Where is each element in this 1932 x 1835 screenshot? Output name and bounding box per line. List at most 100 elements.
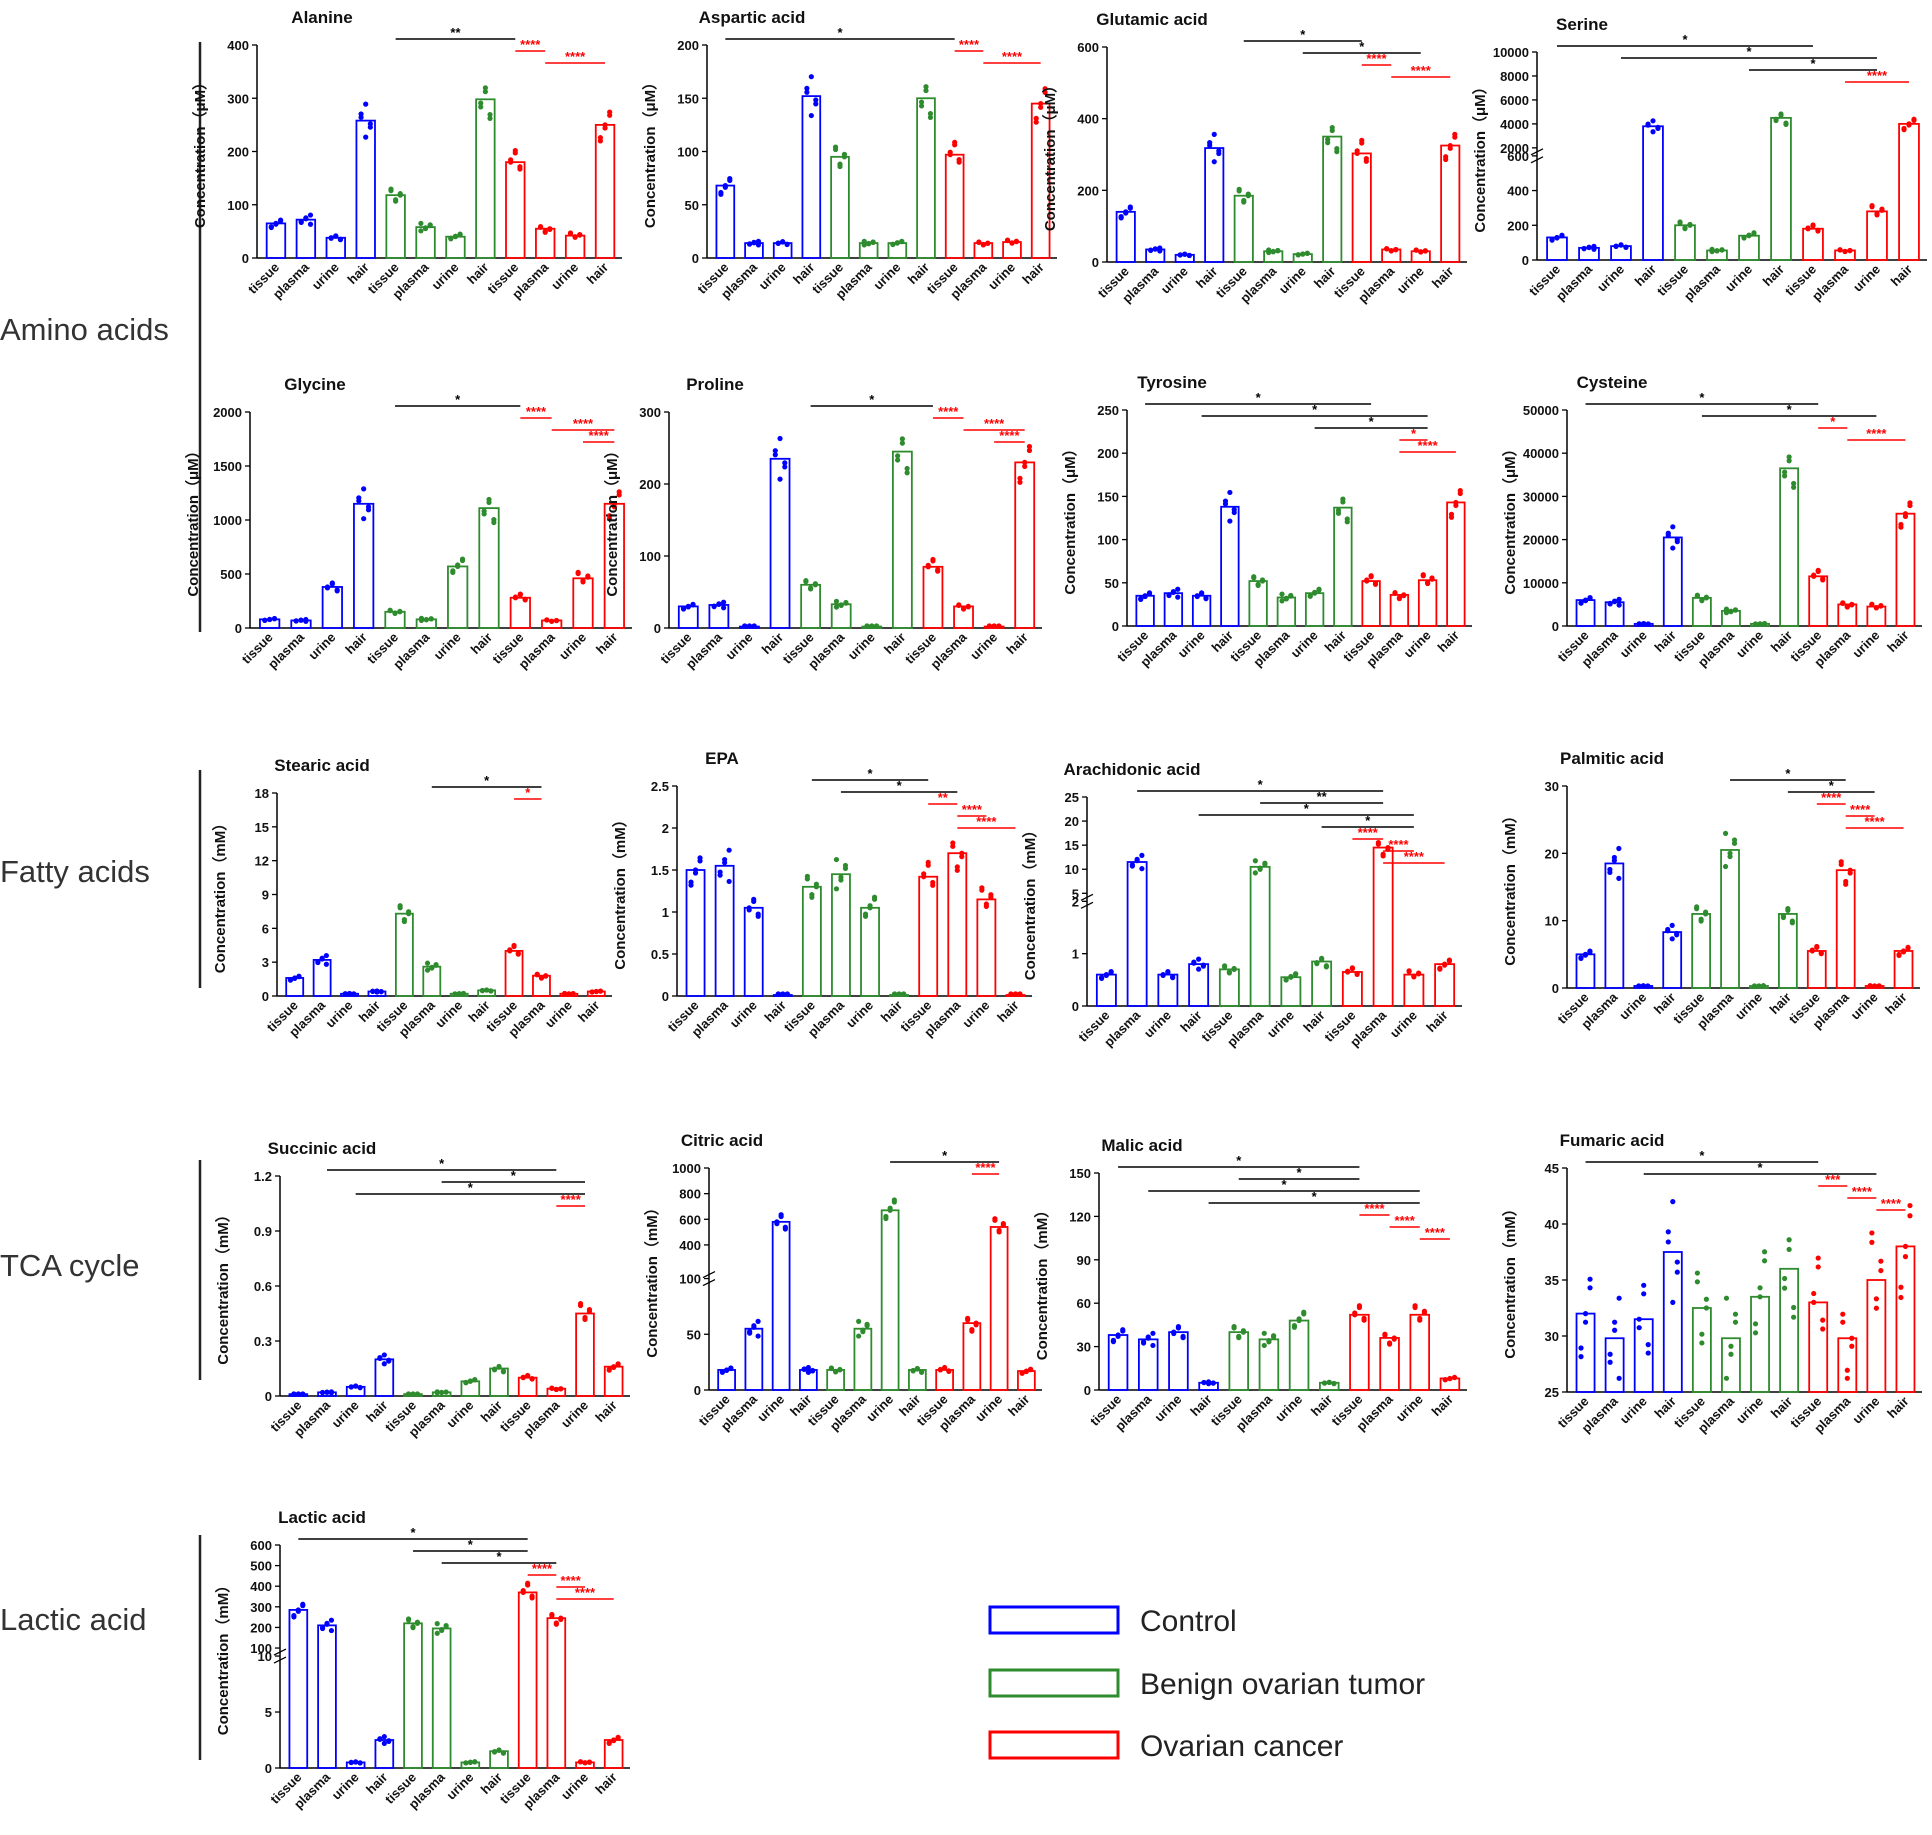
bar	[1228, 1331, 1250, 1391]
significance-label: ****	[526, 404, 547, 419]
data-point	[910, 1367, 916, 1374]
y-tick-label: 500	[250, 1559, 272, 1574]
data-point	[1279, 598, 1285, 604]
y-tick-label: 50000	[1523, 403, 1559, 418]
data-point	[1417, 1315, 1423, 1321]
data-point	[467, 1759, 473, 1765]
data-point	[1703, 1305, 1709, 1311]
data-point	[946, 1368, 952, 1374]
data-point	[1150, 1342, 1156, 1349]
panel-title: Palmitic acid	[1560, 749, 1664, 768]
data-point	[1694, 592, 1700, 598]
category-label: urine	[1617, 1394, 1650, 1427]
data-point	[296, 973, 302, 979]
bar	[1218, 968, 1240, 1007]
data-point	[1669, 936, 1675, 942]
data-point	[780, 991, 786, 997]
y-tick-label: 2000	[1500, 141, 1529, 156]
chart-proline: Proline0100200300Concentration（μM）tissue…	[603, 375, 1042, 672]
category-label: urine	[1722, 262, 1755, 295]
bar	[594, 123, 616, 259]
data-point	[549, 1385, 555, 1391]
panel-title: Stearic acid	[274, 756, 369, 775]
data-point	[1170, 974, 1176, 980]
data-point	[805, 1369, 811, 1375]
data-point	[392, 610, 398, 616]
data-point	[747, 1329, 753, 1335]
data-point	[1587, 1276, 1593, 1282]
y-tick-label: 30	[1545, 1329, 1559, 1344]
data-point	[1446, 957, 1452, 963]
data-point	[1674, 1269, 1680, 1275]
data-point	[1723, 1375, 1730, 1381]
data-point	[1616, 1295, 1622, 1301]
data-point	[1186, 252, 1192, 258]
bar	[1866, 1279, 1887, 1393]
significance-label: ****	[1821, 790, 1842, 805]
data-point	[1425, 579, 1431, 586]
data-point	[1786, 1246, 1792, 1253]
data-point	[1761, 1258, 1768, 1264]
category-label: hair	[1429, 1392, 1456, 1419]
significance-label: *	[1758, 1160, 1764, 1175]
data-point	[1421, 1308, 1428, 1314]
data-point	[611, 1737, 617, 1743]
axis-break	[1530, 156, 1544, 164]
y-tick-label: 150	[1097, 489, 1119, 504]
data-point	[923, 84, 929, 90]
data-point	[491, 1366, 498, 1372]
data-point	[1805, 225, 1811, 231]
category-label: urine	[428, 260, 461, 293]
y-tick-label: 200	[677, 38, 699, 53]
data-point	[1791, 484, 1797, 490]
category-label: plasma	[1681, 261, 1724, 304]
data-point	[808, 585, 814, 591]
data-point	[1809, 947, 1815, 953]
data-point	[804, 89, 810, 95]
y-tick-label: 40000	[1523, 446, 1559, 461]
bar	[535, 227, 556, 259]
chart-fumaric-acid: Fumaric acid2530354045Concentration（mM）t…	[1501, 1131, 1922, 1436]
significance-label: ****	[1388, 837, 1409, 852]
bar	[922, 565, 944, 629]
data-point	[1902, 511, 1909, 517]
bar	[1691, 913, 1711, 989]
data-point	[1157, 248, 1163, 254]
data-point	[1012, 991, 1019, 997]
data-point	[935, 567, 941, 573]
data-point	[755, 1333, 761, 1339]
data-point	[562, 990, 568, 997]
data-point	[456, 991, 462, 997]
bar	[801, 885, 822, 997]
data-point	[837, 161, 843, 167]
bar	[1333, 506, 1353, 627]
data-point	[1723, 606, 1730, 612]
category-label: hair	[1429, 264, 1456, 291]
y-tick-label: 10	[1545, 914, 1559, 929]
data-point	[718, 189, 724, 196]
data-point	[812, 581, 818, 587]
data-point	[1665, 1239, 1671, 1245]
data-point	[1898, 1284, 1904, 1290]
data-point	[537, 224, 544, 230]
category-label: urine	[1288, 628, 1321, 661]
data-point	[960, 605, 967, 612]
data-point	[434, 1390, 440, 1396]
data-point	[895, 457, 901, 463]
category-label: urine	[305, 630, 338, 663]
category-label: hair	[1632, 262, 1659, 289]
section-label: Fatty acids	[0, 854, 150, 889]
data-point	[856, 1318, 862, 1324]
data-point	[1262, 860, 1268, 866]
significance-label: *	[1787, 402, 1793, 417]
category-label: hair	[1005, 1392, 1032, 1419]
y-tick-label: 10000	[1493, 45, 1529, 60]
bar	[394, 912, 414, 997]
y-tick-label: 20	[1545, 846, 1559, 861]
chart-alanine: Alanine0100200300400Concentration（μM）tis…	[191, 8, 622, 302]
bar	[1409, 1313, 1431, 1391]
bar	[1898, 122, 1920, 261]
y-axis-label: Concentration（μM）	[641, 75, 659, 228]
significance-label: *	[837, 25, 843, 40]
data-point	[534, 971, 540, 977]
